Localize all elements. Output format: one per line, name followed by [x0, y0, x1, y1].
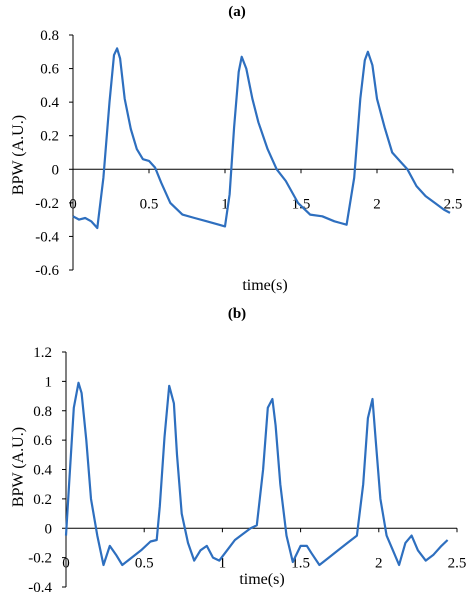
x-tick-label: 0	[69, 196, 77, 212]
x-tick-label: 0.5	[140, 196, 159, 212]
y-tick-label: 0.2	[40, 129, 59, 145]
x-tick-label: 2.5	[444, 196, 463, 212]
y-tick-label: 0.8	[40, 28, 59, 44]
y-tick-label: 1	[45, 374, 53, 390]
y-tick-label: -0.2	[28, 551, 52, 567]
x-tick-label: 2	[373, 196, 381, 212]
y-tick-label: -0.2	[35, 196, 59, 212]
panel-a-axes	[72, 35, 453, 270]
y-tick-label: 0.8	[33, 404, 52, 420]
x-tick-label: 0	[62, 555, 70, 571]
y-tick-label: 0	[52, 162, 60, 178]
x-tick-label: 2.5	[448, 555, 467, 571]
x-tick-label: 0.5	[135, 555, 154, 571]
panel-b-ylabel: BPW (A.U.)	[10, 427, 27, 507]
y-tick-label: 0.4	[33, 463, 52, 479]
y-tick-label: 0.4	[40, 95, 59, 111]
panel-b-label: (b)	[228, 306, 246, 322]
panel-b-ticks: -0.4 -0.2 0 0.2 0.4 0.6 0.8 1 1.2 0 0.5 1 1.5 2 2.5	[28, 345, 466, 596]
panel-a-ticks: -0.6-0.4-0.200.20.40.60.80 0.5 1 1.5 2 2.5	[35, 28, 462, 279]
y-tick-label: 0.6	[33, 433, 52, 449]
x-tick-label: 2	[375, 555, 383, 571]
panel-a-xlabel: time(s)	[242, 277, 287, 294]
x-tick-label: 1	[219, 555, 227, 571]
panel-a-label: (a)	[228, 4, 246, 20]
y-tick-label: 0.6	[40, 62, 59, 78]
panel-b-axes	[65, 352, 457, 587]
y-tick-label: 1.2	[33, 345, 52, 361]
x-tick-label: 1	[221, 196, 229, 212]
y-tick-label: 0	[45, 521, 53, 537]
x-tick-label: 1.5	[291, 555, 310, 571]
panel-b-xlabel: time(s)	[239, 571, 284, 588]
panel-a-series-line	[72, 47, 451, 230]
panel-a: (a) BPW (A.U.) time(s) -0.6 -0.4 -0.2 0 0.2 0…	[10, 4, 462, 294]
y-tick-label: -0.4	[35, 229, 59, 245]
panel-b-series-line	[64, 381, 449, 567]
y-tick-label: -0.4	[28, 580, 52, 596]
panel-b: (b) BPW (A.U.) time(s) -0.4 -0.2 0 0.2 0.4 0.…	[10, 306, 466, 596]
y-tick-label: 0.2	[33, 492, 52, 508]
panel-a-ylabel: BPW (A.U.)	[10, 115, 27, 195]
y-tick-label: -0.6	[35, 263, 59, 279]
